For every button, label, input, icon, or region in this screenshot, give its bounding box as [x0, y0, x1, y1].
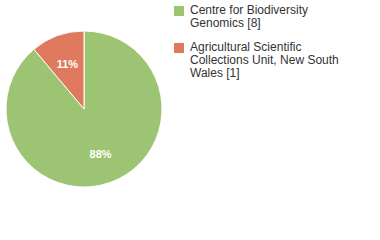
data-label: 88%	[90, 148, 112, 160]
pie-slice	[34, 31, 84, 109]
pie	[6, 31, 162, 187]
pie-slice	[6, 31, 162, 187]
legend-swatch	[174, 43, 184, 53]
legend: Centre for Biodiversity Genomics [8] Agri…	[172, 4, 372, 91]
legend-label: Centre for Biodiversity Genomics [8]	[190, 4, 355, 30]
legend-label: Agricultural Scientific Collections Unit…	[190, 41, 355, 80]
data-labels: 88% 11%	[57, 58, 112, 161]
legend-entry: Agricultural Scientific Collections Unit…	[172, 41, 372, 80]
legend-swatch	[174, 6, 184, 16]
data-label: 11%	[57, 58, 79, 70]
legend-entry: Centre for Biodiversity Genomics [8]	[172, 4, 372, 30]
chart: 88% 11%	[0, 0, 380, 240]
